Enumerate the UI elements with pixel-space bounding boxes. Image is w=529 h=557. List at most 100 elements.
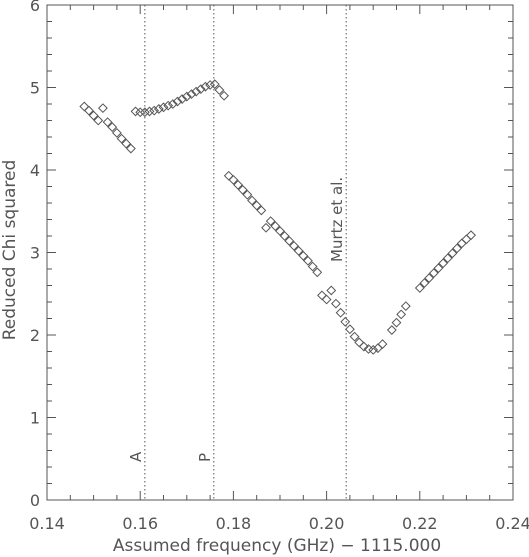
data-point [98,103,108,114]
data-point [312,267,323,278]
data-point [223,170,234,181]
data-point [125,143,136,154]
data-point [181,91,192,102]
data-point [270,221,281,232]
data-point [102,117,113,128]
data-point [247,195,257,206]
data-point [214,85,225,95]
data-point [237,184,248,195]
data-point [414,283,425,293]
data-point [93,115,104,126]
y-tick-label: 0 [30,491,40,510]
plot-frame-border [46,4,514,501]
data-point [372,343,383,354]
x-tick-label: 0.24 [495,514,529,533]
data-point [167,99,178,109]
x-axis-label: Assumed frequency (GHz) − 1115.000 [113,536,441,556]
data-point [419,278,430,288]
data-point [461,234,472,245]
data-point [349,331,360,342]
data-point [265,216,276,227]
data-point [200,81,211,92]
data-point [335,307,346,318]
data-point [149,105,160,116]
data-point [466,230,476,241]
data-point [111,127,122,138]
data-point [121,138,132,149]
data-point [275,226,285,236]
data-point [219,90,229,101]
x-tick-label: 0.14 [29,514,65,533]
annotations: A P Murtz et al. [127,5,347,500]
data-point [368,344,379,355]
data-point [279,231,290,241]
data-point [261,222,271,233]
data-point [195,84,206,95]
data-point [284,236,295,246]
y-tick-label: 1 [30,409,40,428]
data-point [358,341,369,352]
data-point [293,245,304,256]
data-point [172,96,183,107]
data-point [438,258,449,269]
data-point [251,200,262,211]
data-point [84,105,94,116]
annotation-label: Murtz et al. [328,177,346,262]
data-point [191,86,202,97]
y-tick-label: 5 [30,79,40,98]
data-point [256,205,267,216]
annotation-label: P [196,453,214,462]
y-axis-ticks: 0 1 2 3 4 5 6 [30,0,513,510]
data-point [163,100,174,111]
data-point [428,268,439,279]
data-point [139,107,150,118]
data-point [209,79,220,90]
data-point [228,174,239,185]
data-point [186,89,197,100]
data-point [158,102,169,113]
data-point [116,133,127,144]
data-point [424,273,435,283]
x-tick-label: 0.20 [309,514,345,533]
data-point [317,290,327,301]
data-point [242,189,253,200]
data-point [326,285,337,296]
data-point [321,294,332,305]
data-point [205,80,216,90]
plot-frame [46,4,514,501]
y-tick-label: 4 [30,161,40,180]
annotation-label: A [127,451,145,462]
data-point [386,325,397,335]
x-tick-label: 0.22 [402,514,438,533]
data-point [88,110,99,121]
x-axis-ticks: 0.14 0.16 0.18 0.20 0.22 0.24 [29,5,529,533]
data-point [177,94,188,104]
data-point [340,316,351,327]
data-point [452,243,462,254]
x-tick-label: 0.18 [216,514,252,533]
data-point [400,301,411,312]
data-point [396,309,407,320]
data-point [289,240,299,251]
y-tick-label: 6 [30,0,40,15]
x-tick-label: 0.16 [122,514,158,533]
data-point [135,107,146,118]
data-point [144,106,155,117]
data-point [153,104,164,114]
data-point [107,122,118,133]
y-axis-label: Reduced Chi squared [0,160,20,341]
y-tick-label: 2 [30,326,40,345]
data-point [442,253,453,264]
data-point [391,317,402,328]
y-tick-label: 3 [30,244,40,263]
data-point [433,263,444,274]
data-point [377,339,388,349]
data-points [79,79,476,355]
data-point [298,250,309,261]
data-point [344,324,355,335]
data-point [331,298,341,309]
data-point [447,248,458,259]
data-point [307,261,318,272]
data-point [233,179,243,190]
